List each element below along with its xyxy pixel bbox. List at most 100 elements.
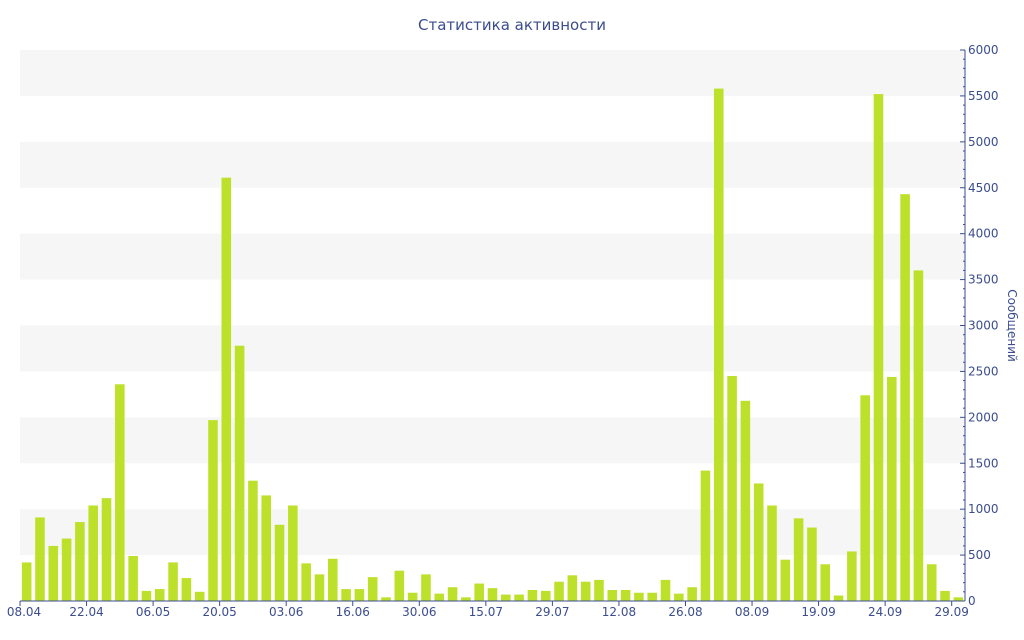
bar: [713, 88, 724, 601]
x-tick-label: 22.04: [69, 605, 103, 619]
bar: [634, 592, 644, 601]
grid-band: [20, 141, 965, 188]
bar: [913, 270, 924, 601]
bar: [900, 194, 910, 601]
x-tick-label: 06.05: [136, 605, 170, 619]
bar: [793, 518, 804, 601]
bar: [620, 589, 631, 601]
bar: [860, 395, 870, 601]
x-tick-label: 15.07: [469, 605, 503, 619]
bar: [48, 545, 59, 601]
bar: [35, 517, 45, 601]
bar: [21, 562, 32, 601]
grid-bands: [20, 50, 965, 556]
y-axis-label: Сообщений: [1005, 289, 1019, 362]
y-tick-label: 2000: [968, 410, 999, 424]
bar: [647, 592, 658, 601]
x-tick-label: 08.09: [735, 605, 769, 619]
bar: [327, 558, 338, 601]
bar: [540, 590, 551, 601]
chart-title: Статистика активности: [418, 16, 606, 34]
grid-band: [20, 325, 965, 372]
bar: [301, 563, 311, 601]
bar: [807, 527, 817, 601]
bar: [154, 589, 165, 601]
grid-band: [20, 233, 965, 280]
bar: [554, 581, 564, 601]
bar: [953, 597, 964, 601]
y-tick-label: 2500: [968, 364, 999, 378]
y-tick-label: 5500: [968, 89, 999, 103]
y-tick-label: 6000: [968, 43, 999, 57]
y-tick-label: 5000: [968, 135, 999, 149]
bar: [660, 579, 671, 601]
x-tick-label: 30.06: [402, 605, 436, 619]
bar: [780, 559, 791, 601]
bar: [181, 578, 192, 601]
bar: [234, 345, 245, 601]
bar: [115, 384, 125, 601]
bar: [887, 376, 897, 601]
x-tick-label: 16.06: [336, 605, 370, 619]
bar: [61, 538, 72, 601]
y-tick-label: 1000: [968, 502, 999, 516]
x-ticks: 08.04 22.04 06.05 20.05 03.06 16.06 30.06 15.07…: [7, 601, 969, 619]
bar: [341, 589, 351, 601]
y-tick-label: 1500: [968, 456, 999, 470]
x-tick-label: 08.04: [7, 605, 41, 619]
bar: [75, 522, 85, 601]
bar: [487, 588, 498, 601]
bar: [940, 590, 950, 601]
bar: [820, 564, 831, 601]
bar: [421, 574, 431, 601]
bars: [21, 88, 964, 602]
x-tick-label: 20.05: [202, 605, 236, 619]
y-tick-label: 3000: [968, 319, 999, 333]
y-tick-label: 0: [968, 594, 976, 608]
bar: [367, 577, 378, 601]
bar: [141, 590, 152, 601]
bar: [567, 575, 578, 601]
bar: [88, 505, 98, 601]
bar: [527, 589, 538, 601]
bar: [461, 597, 471, 601]
bar: [767, 505, 777, 601]
x-tick-label: 12.08: [602, 605, 636, 619]
bar: [354, 589, 365, 601]
bar: [248, 480, 258, 601]
bar: [221, 177, 232, 602]
bar: [261, 495, 272, 601]
bar: [194, 591, 205, 601]
x-tick-label: 29.09: [935, 605, 969, 619]
bar: [274, 524, 285, 601]
bar: [314, 574, 325, 601]
bar: [128, 556, 138, 601]
grid-band: [20, 50, 965, 96]
bar: [700, 470, 711, 601]
y-ticks: 0 500 1000 1500 2000 2500 3000 3500 4000 4500 5000…: [960, 43, 999, 608]
bar: [434, 593, 445, 601]
bar: [474, 583, 484, 601]
x-tick-label: 26.08: [668, 605, 702, 619]
bar: [101, 498, 112, 601]
bar: [740, 400, 751, 601]
bar: [447, 587, 458, 601]
x-tick-label: 24.09: [868, 605, 902, 619]
bar: [674, 593, 684, 601]
grid-band: [20, 417, 965, 464]
bar: [580, 581, 591, 601]
y-tick-label: 3500: [968, 273, 999, 287]
bar: [594, 579, 604, 601]
bar: [926, 564, 937, 601]
bar: [514, 594, 524, 601]
bar: [753, 483, 764, 601]
x-tick-label: 19.09: [801, 605, 835, 619]
bar: [847, 551, 857, 601]
bar: [407, 592, 418, 601]
bar: [501, 594, 511, 601]
bar: [288, 505, 298, 601]
grid-band: [20, 509, 965, 556]
y-tick-label: 4000: [968, 227, 999, 241]
bar: [394, 570, 405, 601]
